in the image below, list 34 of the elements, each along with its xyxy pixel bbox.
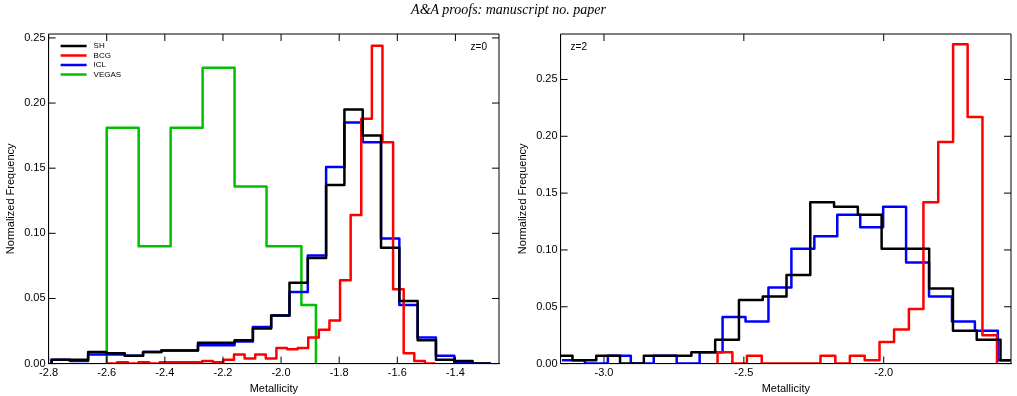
y-tick-label: 0.25 (24, 30, 46, 43)
y-tick-label: 0.05 (24, 291, 46, 304)
x-tick-label: -2.4 (155, 366, 175, 379)
legend-label: SH (93, 41, 105, 51)
annotation: z=0 (470, 40, 488, 52)
y-tick-label: 0.10 (536, 242, 558, 255)
x-tick-label: -2.2 (213, 366, 233, 379)
x-tick-label: -1.6 (387, 366, 407, 379)
y-tick-label: 0.15 (536, 186, 558, 199)
y-axis-title: Normalized Frequency (515, 142, 528, 255)
y-axis-title: Normalized Frequency (3, 142, 16, 255)
legend-label: VEGAS (93, 69, 122, 79)
x-tick-label: -1.8 (329, 366, 349, 379)
x-axis-title: Metallicity (761, 382, 811, 395)
x-tick-label: -2.8 (39, 366, 59, 379)
x-tick-label: -2.0 (874, 366, 894, 379)
y-tick-label: 0.25 (536, 72, 558, 85)
x-tick-label: -2.0 (271, 366, 291, 379)
y-tick-label: 0.20 (24, 96, 46, 109)
legend-label: BCG (93, 50, 111, 60)
y-tick-label: 0.00 (536, 356, 558, 369)
x-tick-label: -2.6 (97, 366, 117, 379)
y-tick-label: 0.20 (536, 129, 558, 142)
x-tick-label: -1.4 (445, 366, 465, 379)
chart-title: A&A proofs: manuscript no. paper (411, 2, 606, 17)
legend-label: ICL (93, 60, 107, 70)
y-tick-label: 0.15 (24, 161, 46, 174)
annotation: z=2 (570, 40, 588, 52)
x-tick-label: -2.5 (734, 366, 754, 379)
x-axis-title: Metallicity (249, 382, 299, 395)
x-tick-label: -3.0 (594, 366, 614, 379)
y-tick-label: 0.05 (536, 299, 558, 312)
y-tick-label: 0.10 (24, 226, 46, 239)
y-tick-label: 0.00 (24, 356, 46, 369)
